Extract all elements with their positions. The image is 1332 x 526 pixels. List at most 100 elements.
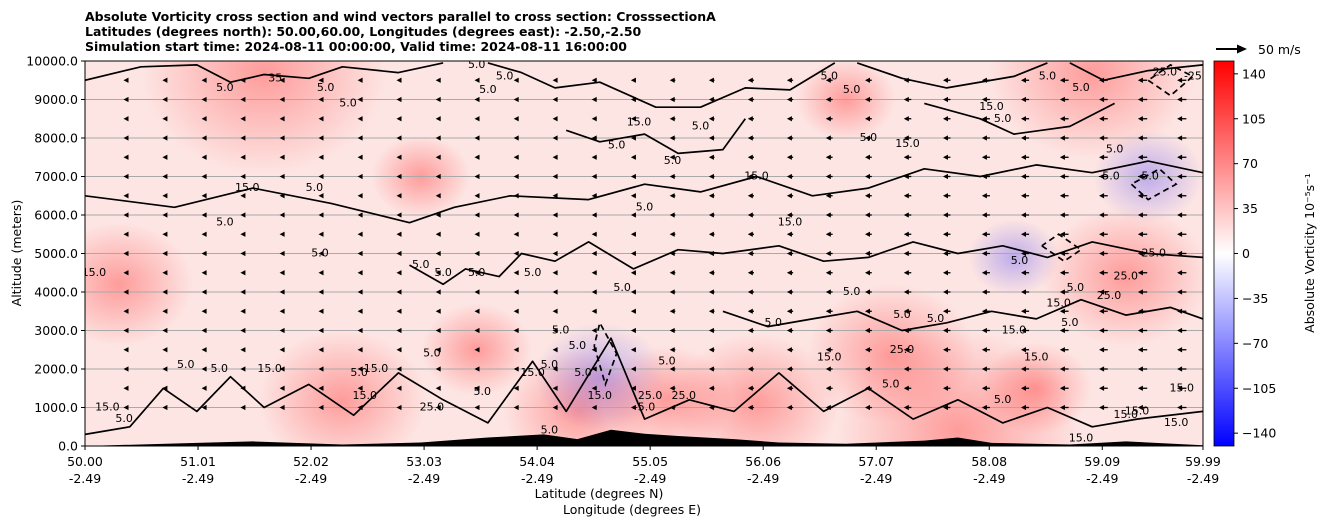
wind-vector-head bbox=[943, 231, 948, 237]
contour-label: 15.0 bbox=[257, 362, 282, 375]
wind-vector-head bbox=[903, 77, 909, 83]
wind-vector-head bbox=[903, 308, 909, 314]
x-tick-label-lon: -2.49 bbox=[182, 471, 214, 486]
wind-vector-head bbox=[201, 135, 207, 141]
wind-vector-head bbox=[1099, 96, 1105, 103]
wind-vector-head bbox=[591, 116, 597, 122]
wind-vector-head bbox=[1021, 289, 1026, 295]
contour-label: 15.0 bbox=[1069, 431, 1094, 444]
wind-vector-head bbox=[1177, 289, 1183, 295]
wind-vector-head bbox=[943, 77, 948, 83]
wind-vector-head bbox=[747, 135, 753, 141]
contour-label: 5.0 bbox=[608, 139, 626, 152]
y-tick-label: 0.0 bbox=[58, 439, 78, 454]
wind-vector-head bbox=[669, 327, 675, 334]
colorbar-tick-label: −105 bbox=[1242, 381, 1276, 396]
wind-vector-head bbox=[630, 77, 636, 83]
wind-vector-head bbox=[1137, 212, 1143, 218]
wind-vector-head bbox=[943, 173, 948, 180]
wind-vector-head bbox=[357, 366, 363, 372]
wind-vector-head bbox=[747, 212, 753, 218]
wind-vector-head bbox=[162, 173, 168, 180]
contour-label: 15.0 bbox=[1024, 350, 1049, 363]
wind-vector-head bbox=[669, 135, 675, 141]
wind-vector-head bbox=[162, 404, 168, 411]
wind-vector-head bbox=[396, 250, 402, 257]
wind-vector-head bbox=[201, 193, 207, 199]
wind-vector-head bbox=[240, 308, 246, 314]
wind-vector-head bbox=[552, 135, 558, 141]
x-tick-label-lat: 57.07 bbox=[858, 454, 894, 469]
wind-vector-head bbox=[708, 212, 714, 218]
wind-vector-head bbox=[786, 327, 792, 334]
wind-vector-head bbox=[825, 135, 831, 141]
wind-vector-head bbox=[552, 212, 558, 218]
wind-vector-head bbox=[981, 231, 987, 237]
wind-vector-head bbox=[591, 347, 597, 353]
wind-vector-head bbox=[318, 385, 324, 391]
wind-vector-head bbox=[513, 193, 519, 199]
contour-label: 5.0 bbox=[306, 181, 324, 194]
wind-vector-head bbox=[318, 404, 324, 411]
wind-vector-head bbox=[201, 289, 207, 295]
wind-vector-head bbox=[357, 327, 363, 334]
wind-vector-head bbox=[865, 404, 870, 411]
contour-label: 5.0 bbox=[1061, 316, 1079, 329]
wind-vector-head bbox=[903, 327, 909, 334]
wind-vector-head bbox=[201, 327, 207, 334]
wind-vector-head bbox=[786, 154, 792, 160]
wind-vector-head bbox=[513, 154, 519, 160]
wind-vector-head bbox=[1137, 116, 1143, 122]
wind-vector-head bbox=[474, 385, 480, 391]
wind-vector-head bbox=[630, 327, 636, 334]
colorbar-gradient bbox=[1213, 60, 1235, 447]
wind-vector-head bbox=[1177, 347, 1183, 353]
wind-vector-head bbox=[1137, 135, 1143, 141]
wind-vector-head bbox=[903, 173, 909, 180]
contour-label: 5.0 bbox=[613, 281, 631, 294]
contour-label: 5.0 bbox=[927, 312, 945, 325]
wind-vector-head bbox=[786, 347, 792, 353]
wind-vector-head bbox=[396, 135, 402, 141]
title-line-1: Absolute Vorticity cross section and win… bbox=[85, 9, 716, 24]
wind-vector-head bbox=[396, 77, 402, 83]
wind-vector-head bbox=[513, 385, 519, 391]
contour-label: 15.0 bbox=[520, 366, 545, 379]
wind-vector-head bbox=[240, 135, 246, 141]
y-tick-label: 2000.0 bbox=[34, 362, 78, 377]
wind-vector-head bbox=[318, 212, 324, 218]
wind-vector-head bbox=[279, 250, 285, 257]
wind-vector-head bbox=[1099, 347, 1105, 353]
x-tick-label-lon: -2.49 bbox=[408, 471, 440, 486]
vorticity-patch bbox=[796, 61, 896, 141]
y-tick-label: 4000.0 bbox=[34, 285, 78, 300]
x-tick-label-lon: -2.49 bbox=[860, 471, 892, 486]
contour-label: 5.0 bbox=[339, 96, 357, 109]
wind-vector-head bbox=[318, 173, 324, 180]
contour-label: 5.0 bbox=[994, 112, 1012, 125]
wind-vector-head bbox=[279, 193, 285, 199]
contour-label: 15.0 bbox=[1125, 404, 1150, 417]
wind-vector-head bbox=[1021, 173, 1026, 180]
wind-vector-head bbox=[240, 212, 246, 218]
wind-vector-head bbox=[943, 308, 948, 314]
wind-vector-head bbox=[825, 347, 831, 353]
wind-vector-head bbox=[708, 385, 714, 391]
contour-label: 15.0 bbox=[364, 362, 389, 375]
wind-vector-head bbox=[1021, 404, 1026, 411]
wind-vector-head bbox=[1177, 385, 1183, 391]
wind-vector-head bbox=[279, 385, 285, 391]
wind-vector-head bbox=[669, 154, 675, 160]
wind-vector-head bbox=[513, 212, 519, 218]
wind-vector-head bbox=[123, 308, 129, 314]
wind-vector-head bbox=[1021, 366, 1026, 372]
wind-vector-head bbox=[240, 347, 246, 353]
wind-vector-head bbox=[1021, 270, 1026, 276]
wind-vector-head bbox=[747, 366, 753, 372]
wind-vector-head bbox=[1137, 270, 1143, 276]
wind-vector-head bbox=[630, 96, 636, 103]
wind-vector-head bbox=[1137, 231, 1143, 237]
wind-vector-head bbox=[708, 327, 714, 334]
wind-vector-head bbox=[747, 404, 753, 411]
